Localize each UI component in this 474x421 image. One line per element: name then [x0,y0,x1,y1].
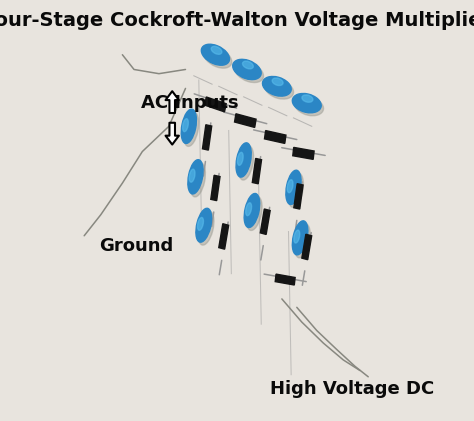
Ellipse shape [183,112,199,147]
Bar [294,184,303,209]
Ellipse shape [263,77,291,96]
Ellipse shape [236,143,251,177]
Ellipse shape [189,169,195,182]
Ellipse shape [204,47,232,68]
Ellipse shape [188,160,203,194]
Ellipse shape [294,230,300,243]
Ellipse shape [302,95,313,102]
Ellipse shape [237,152,243,165]
Ellipse shape [246,203,252,216]
Ellipse shape [181,109,196,144]
Ellipse shape [287,180,293,193]
Ellipse shape [272,78,283,85]
Ellipse shape [211,46,222,54]
Ellipse shape [190,163,205,197]
Bar [211,175,220,201]
Ellipse shape [265,80,293,99]
Text: Ground: Ground [99,237,173,255]
Bar [275,274,295,285]
Bar [252,158,262,184]
Ellipse shape [292,93,321,113]
Text: AC Inputs: AC Inputs [141,94,238,112]
Bar [202,125,212,150]
Ellipse shape [292,221,308,255]
Bar [264,131,286,144]
Ellipse shape [244,194,260,227]
Text: Four-Stage Cockroft-Walton Voltage Multiplier: Four-Stage Cockroft-Walton Voltage Multi… [0,11,474,29]
Ellipse shape [182,119,188,132]
Bar [205,97,226,112]
Ellipse shape [201,44,229,65]
Ellipse shape [238,146,254,180]
Bar [219,224,228,249]
Bar [260,209,270,234]
Ellipse shape [198,211,214,245]
Ellipse shape [233,59,261,80]
Ellipse shape [246,197,262,230]
Ellipse shape [295,224,310,258]
Text: High Voltage DC: High Voltage DC [270,381,435,398]
Bar [302,234,312,260]
Bar [235,114,256,128]
Ellipse shape [198,217,203,230]
Ellipse shape [235,62,264,83]
Ellipse shape [295,96,324,116]
Bar [293,147,314,160]
Ellipse shape [288,173,303,208]
Ellipse shape [196,208,212,242]
Ellipse shape [286,170,301,205]
Ellipse shape [243,61,253,69]
